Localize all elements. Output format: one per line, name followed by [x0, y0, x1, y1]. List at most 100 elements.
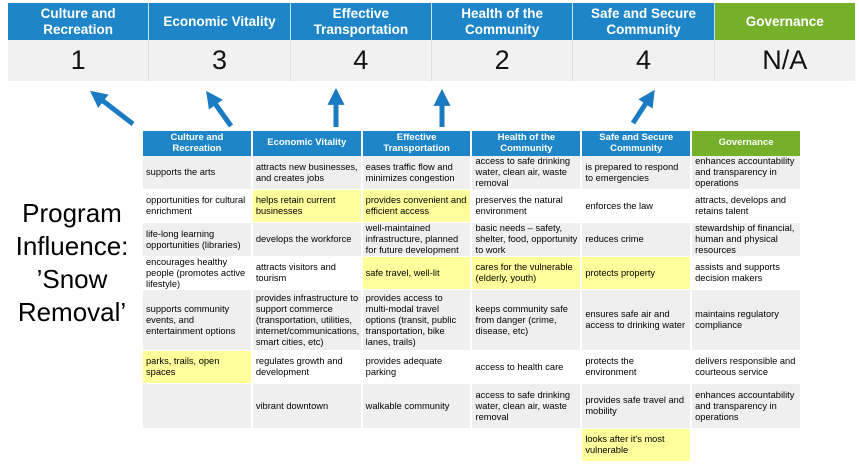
- matrix-cell-text: vibrant downtown: [255, 400, 329, 411]
- summary-header-governance: Governance: [714, 3, 855, 40]
- matrix-cell-r8-c3: [362, 429, 473, 461]
- matrix-cell-r5-c6: maintains regulatory compliance: [692, 290, 800, 350]
- matrix-row-4: encourages healthy people (promotes acti…: [143, 257, 800, 290]
- matrix-cell-r5-c3: provides access to multi-modal travel op…: [362, 290, 473, 350]
- matrix-cell-r7-c6: enhances accountability and transparency…: [692, 384, 800, 428]
- matrix-header-culture-and-recreation: Culture and Recreation: [143, 131, 253, 156]
- matrix-cell-r1-c2: attracts new businesses, and creates job…: [252, 156, 363, 189]
- matrix-cell-text: maintains regulatory compliance: [695, 309, 779, 330]
- matrix-cell-text: attracts visitors and tourism: [255, 262, 336, 283]
- matrix-cell-r2-c6: attracts, develops and retains talent: [692, 190, 800, 222]
- matrix-cell-text: safe travel, well-lit: [365, 267, 440, 278]
- matrix-cell-r7-c3: walkable community: [362, 384, 473, 428]
- matrix-cell-r1-c5: is prepared to respond to emergencies: [582, 156, 693, 189]
- matrix-cell-r5-c1: supports community events, and entertain…: [143, 290, 253, 350]
- matrix-row-7: vibrant downtown walkable community access…: [143, 384, 800, 429]
- matrix-cell-r3-c5: reduces crime: [582, 223, 693, 256]
- matrix-cell-text: provides safe travel and mobility: [585, 395, 685, 416]
- matrix-row-2: opportunities for cultural enrichment hel…: [143, 190, 800, 223]
- program-title-line: Removal’: [17, 297, 127, 327]
- matrix-header-effective-transportation: Effective Transportation: [362, 131, 473, 156]
- summary-header-row: Culture and Recreation Economic Vitality E…: [8, 3, 855, 40]
- matrix-cell-r2-c1: opportunities for cultural enrichment: [143, 190, 253, 222]
- matrix-cell-text: enhances accountability and transparency…: [695, 389, 795, 422]
- matrix-cell-r5-c4: keeps community safe from danger (crime,…: [472, 290, 583, 350]
- summary-header-culture-and-recreation: Culture and Recreation: [8, 3, 150, 40]
- matrix-body: supports the arts attracts new businesses…: [143, 156, 800, 462]
- matrix-cell-text: develops the workforce: [255, 234, 352, 244]
- matrix-cell-text: provides adequate parking: [365, 356, 443, 377]
- matrix-cell-text: provides infrastructure to support comme…: [255, 292, 360, 347]
- matrix-row-5: supports community events, and entertain…: [143, 290, 800, 351]
- matrix-cell-r2-c3: provides convenient and efficient access: [362, 190, 473, 222]
- matrix-cell-r8-c2: [252, 429, 363, 461]
- matrix-cell-text: regulates growth and development: [255, 356, 343, 377]
- matrix-cell-text: preserves the natural environment: [475, 195, 563, 216]
- matrix-cell-r2-c4: preserves the natural environment: [472, 190, 583, 222]
- program-title-line: Influence:: [15, 231, 129, 261]
- matrix-row-1: supports the arts attracts new businesses…: [143, 156, 800, 190]
- matrix-cell-r8-c4: [472, 429, 583, 461]
- matrix-cell-r7-c4: access to safe drinking water, clean air…: [472, 384, 583, 428]
- matrix-table: Culture and Recreation Economic Vitality E…: [143, 131, 800, 462]
- matrix-cell-text: cares for the vulnerable (elderly, youth…: [475, 262, 573, 283]
- matrix-cell-r4-c3: safe travel, well-lit: [362, 257, 473, 289]
- influence-arrow-5: [630, 89, 655, 125]
- influence-arrow-1: [89, 90, 135, 126]
- matrix-cell-text: protects property: [585, 267, 656, 278]
- matrix-header-safe-and-secure-community: Safe and Secure Community: [582, 131, 693, 156]
- matrix-cell-text: keeps community safe from danger (crime,…: [475, 303, 568, 336]
- summary-header-health-of-the-community: Health of the Community: [431, 3, 574, 40]
- matrix-cell-text: access to safe drinking water, clean air…: [475, 156, 571, 188]
- matrix-cell-text: well-maintained infrastructure, planned …: [365, 223, 459, 255]
- matrix-cell-r1-c4: access to safe drinking water, clean air…: [472, 156, 583, 189]
- matrix-cell-r2-c5: enforces the law: [582, 190, 693, 222]
- matrix-cell-r4-c1: encourages healthy people (promotes acti…: [143, 257, 253, 289]
- matrix-cell-text: delivers responsible and courteous servi…: [695, 356, 796, 377]
- matrix-cell-r1-c1: supports the arts: [143, 156, 253, 189]
- matrix-row-3: life-long learning opportunities (librar…: [143, 223, 800, 257]
- matrix-cell-r6-c3: provides adequate parking: [362, 351, 473, 383]
- matrix-cell-text: eases traffic flow and minimizes congest…: [365, 161, 455, 183]
- matrix-cell-text: walkable community: [365, 400, 450, 411]
- matrix-cell-r3-c4: basic needs – safety, shelter, food, opp…: [472, 223, 583, 256]
- matrix-cell-r8-c1: [143, 429, 253, 461]
- summary-value-safe-and-secure-community: 4: [573, 40, 715, 81]
- matrix-cell-text: looks after it's most vulnerable: [585, 434, 665, 455]
- matrix-cell-text: assists and supports decision makers: [695, 262, 780, 283]
- matrix-cell-r5-c5: ensures safe air and access to drinking …: [582, 290, 693, 350]
- matrix-row-6: parks, trails, open spaces regulates grow…: [143, 351, 800, 384]
- matrix-cell-text: protects the environment: [585, 356, 637, 377]
- matrix-cell-text: ensures safe air and access to drinking …: [585, 309, 686, 330]
- matrix-cell-text: helps retain current businesses: [255, 195, 336, 216]
- matrix-cell-text: supports the arts: [146, 167, 216, 177]
- matrix-cell-r8-c6: [692, 429, 800, 461]
- matrix-cell-text: attracts new businesses, and creates job…: [255, 161, 358, 183]
- matrix-cell-r4-c5: protects property: [582, 257, 693, 289]
- matrix-cell-text: life-long learning opportunities (librar…: [146, 228, 241, 250]
- matrix-cell-text: stewardship of financial, human and phys…: [695, 223, 795, 255]
- program-title-line: Program: [22, 198, 122, 228]
- matrix-cell-r3-c2: develops the workforce: [252, 223, 363, 256]
- matrix-cell-r6-c1: parks, trails, open spaces: [143, 351, 253, 383]
- matrix-cell-r3-c6: stewardship of financial, human and phys…: [692, 223, 800, 256]
- matrix-cell-r7-c2: vibrant downtown: [252, 384, 363, 428]
- matrix-cell-r6-c2: regulates growth and development: [252, 351, 363, 383]
- matrix-cell-r7-c1: [143, 384, 253, 428]
- matrix-cell-text: enhances accountability and transparency…: [695, 156, 795, 188]
- summary-value-culture-and-recreation: 1: [8, 40, 150, 81]
- summary-value-governance: N/A: [762, 45, 808, 75]
- matrix-cell-r4-c4: cares for the vulnerable (elderly, youth…: [472, 257, 583, 289]
- summary-value-health-of-the-community: 2: [432, 40, 574, 81]
- program-title: Program Influence: ’Snow Removal’: [2, 197, 142, 329]
- matrix-cell-r5-c2: provides infrastructure to support comme…: [252, 290, 363, 350]
- matrix-header-governance: Governance: [692, 131, 800, 156]
- summary-table: Culture and Recreation Economic Vitality E…: [8, 3, 855, 81]
- summary-value-economic-vitality: 3: [149, 40, 291, 81]
- matrix-cell-text: is prepared to respond to emergencies: [585, 161, 679, 183]
- summary-header-effective-transportation: Effective Transportation: [290, 3, 432, 40]
- matrix-cell-r6-c5: protects the environment: [582, 351, 693, 383]
- matrix-cell-text: opportunities for cultural enrichment: [146, 195, 246, 216]
- matrix-cell-r3-c1: life-long learning opportunities (librar…: [143, 223, 253, 256]
- matrix-cell-text: enforces the law: [585, 200, 654, 211]
